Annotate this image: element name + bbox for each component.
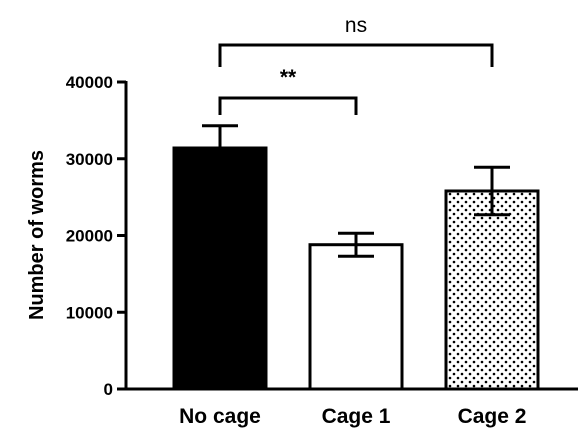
- bars: [172, 146, 540, 391]
- significance-bracket: [218, 96, 358, 115]
- y-tick-label: 30000: [66, 150, 113, 169]
- y-tick-label: 20000: [66, 227, 113, 246]
- significance-label: ns: [345, 14, 367, 37]
- significance-bracket: [218, 43, 494, 67]
- y-tick-label: 0: [104, 380, 113, 399]
- x-tick-label: Cage 1: [322, 405, 391, 428]
- error-bars: [202, 124, 510, 258]
- y-axis-title: Number of worms: [26, 150, 48, 320]
- significance-label: **: [280, 66, 297, 89]
- x-tick-label: No cage: [179, 405, 261, 428]
- bar: [444, 189, 540, 391]
- axes: 0 10000 20000 30000 40000 No cage Cage 1 Cage 2: [66, 73, 578, 428]
- bar: [308, 243, 404, 391]
- y-tick-label: 40000: [66, 73, 113, 92]
- y-tick-label: 10000: [66, 303, 113, 322]
- bar: [172, 146, 268, 391]
- significance-brackets: ns **: [218, 14, 494, 115]
- x-tick-label: Cage 2: [458, 405, 527, 428]
